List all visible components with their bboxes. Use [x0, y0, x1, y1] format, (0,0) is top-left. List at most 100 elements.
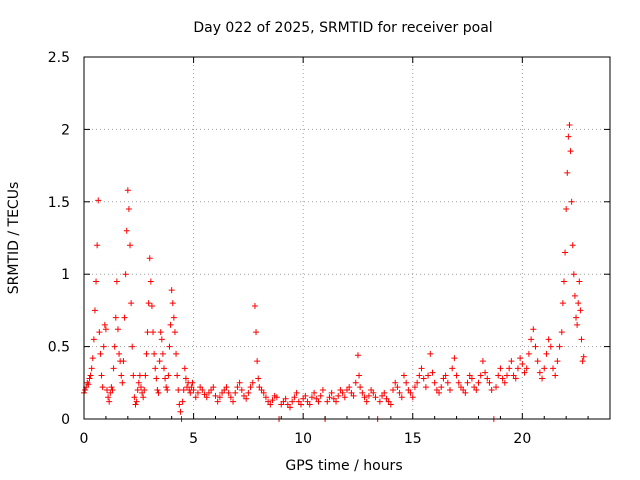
- data-point: [168, 287, 175, 294]
- data-point: [174, 372, 181, 379]
- data-point: [400, 372, 407, 379]
- data-point: [121, 314, 128, 321]
- data-point: [427, 350, 434, 357]
- data-point: [525, 350, 532, 357]
- data-point: [464, 379, 471, 386]
- data-point: [116, 350, 123, 357]
- data-point: [132, 401, 139, 408]
- data-point: [372, 394, 379, 401]
- data-point: [578, 336, 585, 343]
- data-point: [455, 379, 462, 386]
- data-point: [563, 206, 570, 213]
- data-point: [144, 329, 151, 336]
- data-point: [543, 350, 550, 357]
- data-point: [287, 404, 294, 411]
- data-point: [245, 389, 252, 396]
- data-point: [216, 394, 223, 401]
- data-point: [134, 387, 141, 394]
- data-point: [84, 379, 91, 386]
- data-point: [420, 375, 427, 382]
- data-point: [328, 389, 335, 396]
- data-point: [86, 375, 93, 382]
- data-point: [152, 365, 159, 372]
- data-point: [119, 379, 126, 386]
- data-point: [199, 387, 206, 394]
- data-point: [260, 389, 267, 396]
- data-point: [203, 394, 210, 401]
- data-point: [453, 372, 460, 379]
- data-point: [269, 397, 276, 404]
- data-point: [85, 381, 92, 388]
- data-point: [293, 389, 300, 396]
- data-point: [101, 321, 108, 328]
- data-point: [333, 398, 340, 405]
- data-point: [519, 360, 526, 367]
- data-point: [125, 206, 132, 213]
- data-point: [254, 358, 261, 365]
- data-point: [230, 398, 237, 405]
- data-point: [414, 379, 421, 386]
- data-point: [571, 292, 578, 299]
- data-point: [165, 372, 172, 379]
- data-point: [512, 375, 519, 382]
- data-point: [381, 389, 388, 396]
- chart-title: Day 022 of 2025, SRMTID for receiver poa…: [193, 20, 492, 36]
- data-point: [143, 350, 150, 357]
- x-tick-label: 20: [513, 431, 531, 447]
- data-point: [166, 343, 173, 350]
- data-point: [370, 389, 377, 396]
- data-point: [128, 300, 135, 307]
- data-point: [95, 197, 102, 204]
- data-point: [447, 387, 454, 394]
- data-point: [558, 329, 565, 336]
- data-point: [473, 387, 480, 394]
- data-point: [568, 198, 575, 205]
- data-point: [148, 303, 155, 310]
- data-point: [212, 392, 219, 399]
- data-point: [359, 389, 366, 396]
- data-point: [130, 372, 137, 379]
- data-point: [477, 372, 484, 379]
- data-point: [517, 355, 524, 362]
- data-point: [564, 169, 571, 176]
- data-point: [569, 242, 576, 249]
- data-point: [530, 326, 537, 333]
- data-point: [170, 314, 177, 321]
- data-point: [158, 336, 165, 343]
- data-point: [273, 394, 280, 401]
- data-point: [576, 278, 583, 285]
- data-point: [177, 408, 184, 415]
- data-point: [559, 300, 566, 307]
- y-axis-title: SRMTID / TECUs: [6, 182, 22, 295]
- data-point: [141, 387, 148, 394]
- data-point: [506, 365, 513, 372]
- data-point: [484, 375, 491, 382]
- data-point: [501, 379, 508, 386]
- y-tick-label: 0.5: [48, 340, 70, 356]
- data-point: [111, 343, 118, 350]
- data-point: [317, 392, 324, 399]
- data-point: [482, 369, 489, 376]
- data-point: [123, 227, 130, 234]
- data-point: [442, 372, 449, 379]
- data-point: [167, 321, 174, 328]
- x-axis-title: GPS time / hours: [285, 458, 402, 474]
- data-point: [488, 387, 495, 394]
- data-point: [508, 358, 515, 365]
- data-point: [187, 389, 194, 396]
- data-point: [180, 387, 187, 394]
- data-point: [210, 384, 217, 391]
- data-point: [302, 392, 309, 399]
- data-point: [189, 379, 196, 386]
- x-tick-label: 10: [294, 431, 312, 447]
- data-point: [156, 358, 163, 365]
- data-point: [289, 398, 296, 405]
- data-point: [352, 379, 359, 386]
- data-point: [541, 365, 548, 372]
- data-point: [192, 394, 199, 401]
- data-point: [390, 387, 397, 394]
- y-tick-label: 0: [61, 412, 70, 428]
- data-point: [98, 372, 105, 379]
- data-point: [238, 387, 245, 394]
- data-point: [479, 358, 486, 365]
